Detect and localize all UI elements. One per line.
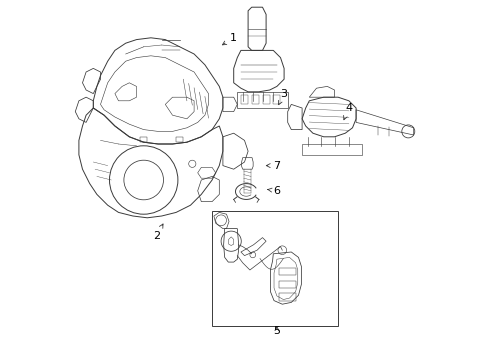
- Bar: [273, 95, 280, 104]
- Text: 6: 6: [267, 186, 280, 196]
- Text: 5: 5: [273, 326, 280, 336]
- Text: 2: 2: [152, 224, 163, 241]
- Bar: [302, 144, 361, 155]
- Text: 4: 4: [343, 103, 352, 120]
- Bar: [241, 95, 247, 104]
- Text: 1: 1: [222, 33, 237, 45]
- Bar: [251, 95, 258, 104]
- Bar: [262, 95, 269, 104]
- Bar: [212, 211, 337, 326]
- Text: 7: 7: [266, 161, 280, 171]
- Text: 3: 3: [278, 89, 287, 105]
- Bar: [237, 92, 287, 108]
